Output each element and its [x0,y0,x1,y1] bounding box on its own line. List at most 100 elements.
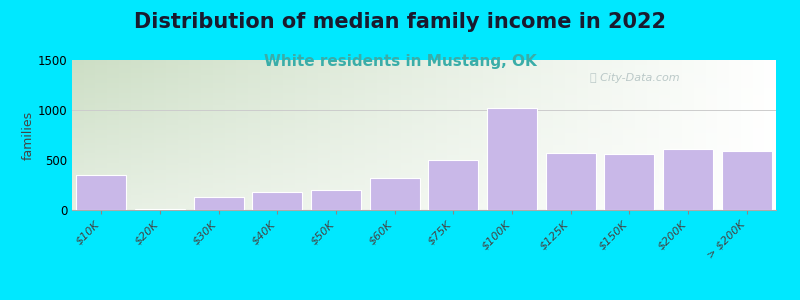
Bar [436,205,447,208]
Bar [565,145,577,148]
Bar [248,70,260,73]
Bar [107,140,119,142]
Bar [588,195,600,197]
Bar [342,128,354,130]
Bar [436,150,447,152]
Bar [342,60,354,62]
Bar [260,200,271,203]
Bar [764,92,776,95]
Bar [718,182,729,185]
Bar [530,188,542,190]
Bar [623,195,635,197]
Bar [84,128,95,130]
Bar [471,172,482,175]
Bar [647,112,658,115]
Bar [694,208,706,210]
Bar [366,100,377,103]
Bar [95,158,107,160]
Bar [471,190,482,193]
Bar [377,133,389,135]
Bar [588,70,600,73]
Bar [518,118,530,120]
Bar [682,163,694,165]
Bar [424,208,436,210]
Bar [436,170,447,172]
Bar [718,85,729,88]
Bar [366,145,377,148]
Bar [154,98,166,100]
Bar [530,62,542,65]
Bar [670,92,682,95]
Bar [436,172,447,175]
Bar [318,148,330,150]
Bar [482,110,494,112]
Bar [729,80,741,83]
Bar [635,150,647,152]
Bar [553,182,565,185]
Bar [647,155,658,158]
Bar [377,112,389,115]
Bar [166,130,178,133]
Bar [459,88,471,90]
Bar [190,112,201,115]
Bar [283,137,295,140]
Bar [565,135,577,137]
Bar [401,208,412,210]
Bar [447,82,459,85]
Bar [166,135,178,137]
Bar [424,182,436,185]
Bar [283,77,295,80]
Bar [447,170,459,172]
Bar [260,110,271,112]
Bar [694,75,706,77]
Bar [482,125,494,128]
Bar [718,163,729,165]
Bar [260,182,271,185]
Bar [72,188,84,190]
Bar [154,175,166,178]
Bar [741,178,753,180]
Bar [72,92,84,95]
Bar [213,100,225,103]
Bar [366,130,377,133]
Bar [718,160,729,163]
Bar [600,80,612,83]
Bar [342,98,354,100]
Bar [482,68,494,70]
Bar [166,145,178,148]
Bar [623,107,635,110]
Bar [366,200,377,203]
Bar [494,82,506,85]
Bar [506,158,518,160]
Bar [635,202,647,205]
Bar [553,197,565,200]
Bar [494,77,506,80]
Bar [213,103,225,105]
Bar [764,178,776,180]
Bar [260,152,271,155]
Bar [658,77,670,80]
Bar [565,202,577,205]
Bar [623,103,635,105]
Bar [354,142,366,145]
Bar [635,88,647,90]
Bar [283,188,295,190]
Bar [600,155,612,158]
Bar [342,140,354,142]
Bar [236,182,248,185]
Bar [494,103,506,105]
Bar [753,103,764,105]
Text: White residents in Mustang, OK: White residents in Mustang, OK [264,54,536,69]
Bar [694,145,706,148]
Bar [658,115,670,118]
Bar [236,150,248,152]
Bar [166,202,178,205]
Bar [694,95,706,98]
Bar [260,125,271,128]
Bar [130,98,142,100]
Bar [670,175,682,178]
Bar [494,80,506,83]
Bar [412,115,424,118]
Bar [670,90,682,92]
Bar [154,105,166,107]
